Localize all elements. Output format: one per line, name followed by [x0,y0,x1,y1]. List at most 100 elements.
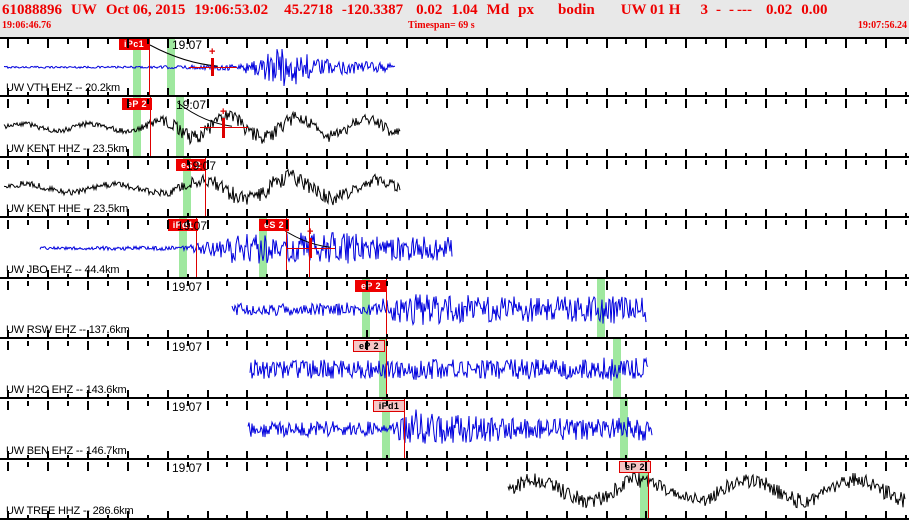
axis-tick [86,280,89,290]
axis-tick [705,99,708,105]
axis-tick [824,152,827,158]
axis-tick [7,341,9,350]
pick-line[interactable] [196,218,197,279]
axis-tick [625,39,628,44]
axis-tick [206,220,209,230]
axis-tick [605,401,608,411]
field-dash-3: --- [736,1,752,18]
axis-tick [805,401,807,411]
trace-panel-ben-ehz[interactable]: iPd1 19:07 UW BEN EHZ -- 146.7km [0,399,909,460]
axis-tick [445,159,448,169]
axis-tick [904,280,907,286]
trace-panel-tree-hhz[interactable]: eP 2 19:07 UW TREE HHZ -- 286.6km [0,459,909,520]
axis-tick [246,280,249,290]
axis-tick [685,461,688,471]
axis-tick [465,461,468,467]
event-id: 61088896 [2,1,62,18]
axis-tick [844,329,847,339]
axis-tick [765,450,768,460]
axis-tick [66,333,69,339]
axis-tick [864,515,867,520]
axis-tick [246,99,249,109]
pick-line[interactable] [386,278,387,339]
axis-tick [824,461,827,467]
event-time: 19:06:53.02 [194,1,269,18]
axis-tick [445,390,448,400]
axis-tick [266,333,269,339]
trace-panel-kent-hhe[interactable]: eS 2 19:07 UW KENT HHE -- 23.5km [0,157,909,219]
axis-tick [645,159,648,169]
axis-tick [645,99,648,109]
time-tick-label: 19:07 [172,340,203,354]
axis-tick [844,209,847,219]
axis-tick [286,209,289,219]
phase-pick-label[interactable]: iPd1 [373,400,405,413]
pick-line[interactable] [149,37,150,98]
axis-tick [605,99,608,109]
trace-panel-h2o-ehz[interactable]: eP 2 19:07 UW H2O EHZ -- 143.6km [0,339,909,400]
axis-tick [465,273,468,279]
panel-divider-top [0,37,909,39]
axis-tick [904,39,907,44]
phase-pick-label[interactable]: eP 2 [122,98,152,111]
axis-tick [425,273,428,279]
pick-line[interactable] [205,157,206,219]
pick-line[interactable] [404,399,405,460]
axis-tick [884,148,887,158]
axis-tick [725,209,728,219]
axis-tick [625,461,628,467]
axis-tick [545,99,548,105]
axis-tick [485,159,488,169]
time-axis-ticks-top [0,159,909,169]
axis-tick [66,273,69,279]
axis-tick [86,159,89,169]
axis-tick [286,88,289,98]
axis-tick [186,280,189,286]
axis-tick [805,461,807,471]
axis-tick [725,461,728,471]
axis-tick [805,280,807,290]
axis-tick [525,148,528,158]
phase-pick-label[interactable]: eP 2 [355,279,387,292]
time-axis-ticks [0,510,909,520]
pick-line[interactable] [150,97,151,158]
axis-tick [126,159,129,169]
axis-tick [705,341,708,346]
station-label: UW KENT HHZ -- 23.5km [6,142,128,155]
axis-tick [445,511,448,520]
axis-tick [904,401,907,407]
axis-tick [326,220,329,230]
phase-pick-label[interactable]: eS 2 [176,158,206,171]
axis-tick [166,401,169,411]
axis-tick [126,209,129,219]
axis-tick [266,213,269,219]
green-window-band [362,278,370,339]
axis-tick [665,401,668,407]
axis-tick [286,269,289,279]
axis-tick [725,390,728,400]
pick-line[interactable] [386,339,387,400]
trace-panel-kent-hhz[interactable]: + eP 2 19:07 UW KENT HHZ -- 23.5km [0,97,909,158]
time-axis-ticks-top [0,461,909,471]
axis-tick [645,461,648,471]
axis-tick [425,99,428,105]
axis-tick [86,220,89,230]
axis-tick [824,39,827,44]
axis-tick [106,515,109,520]
phase-pick-label[interactable]: eP 2 [353,340,385,352]
axis-tick [266,401,269,407]
time-axis-ticks-top [0,280,909,290]
axis-tick [505,99,508,105]
trace-panel-rsw-ehz[interactable]: eP 2 19:07 UW RSW EHZ -- 137.6km [0,278,909,339]
pick-line[interactable] [648,459,649,520]
axis-tick [46,329,49,339]
axis-tick [485,209,488,219]
trace-panel-vth-ehz[interactable]: + iPc1 19:07 UW VTH EHZ -- 20.2km [0,37,909,98]
pick-line[interactable] [286,218,287,279]
axis-tick [645,280,648,290]
axis-tick [785,341,788,346]
axis-tick [366,88,369,98]
axis-tick [186,515,189,520]
trace-panel-jbo-ehz[interactable]: + iPd1 eS 2 19:07 UW JBO EHZ -- 44.4km [0,218,909,279]
axis-tick [485,341,488,350]
